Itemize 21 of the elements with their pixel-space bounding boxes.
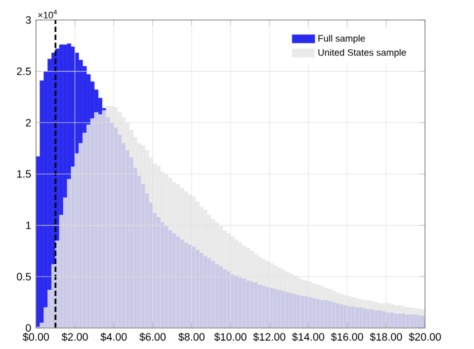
x-tick-label: $6.00 (139, 332, 166, 342)
text: ×10$^{4}$ (38, 10, 57, 18)
legend-label: United States sample (318, 48, 406, 58)
y-tick-label: 1 (26, 222, 31, 229)
x-tick-label: $2.00 (62, 332, 88, 342)
y-tick-label: 1.5 (17, 170, 31, 178)
x-tick-label: $0.00 (22, 332, 49, 342)
y-tick-label: 2 (26, 118, 31, 126)
y-tick-label: 0 (26, 324, 31, 332)
x-tick-label: $12.00 (253, 332, 286, 342)
x-tick-label: $20.00 (408, 332, 441, 342)
y-tick-label: 0.5 (16, 272, 31, 280)
x-tick-label: $10.00 (214, 332, 246, 342)
y-tick-label: 3 (26, 16, 31, 24)
x-tick-label: $14.00 (292, 332, 324, 342)
x-tick-label: $18.00 (370, 332, 402, 342)
x-tick-label: $4.00 (100, 332, 127, 342)
x-tick-label: $8.00 (178, 332, 205, 342)
y-tick-label: 2.5 (17, 68, 31, 76)
x-tick-label: $16.00 (330, 332, 364, 342)
legend-label: Full sample (318, 34, 365, 44)
